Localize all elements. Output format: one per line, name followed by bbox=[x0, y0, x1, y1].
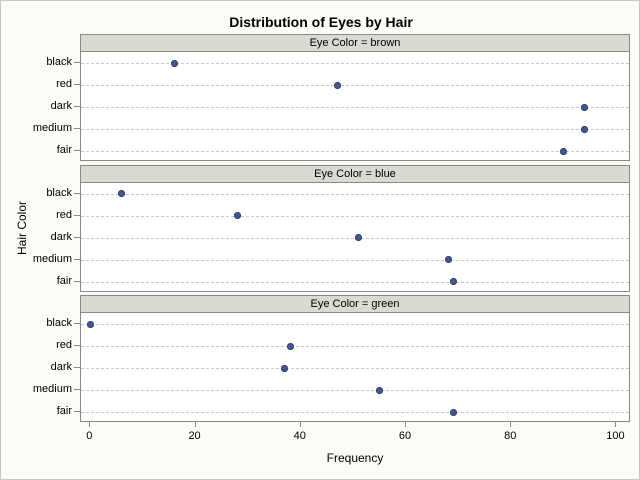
chart-title: Distribution of Eyes by Hair bbox=[229, 14, 413, 30]
data-point-green-fair bbox=[449, 408, 457, 416]
y-tick-label-blue-black: black bbox=[46, 186, 72, 199]
gridline bbox=[81, 346, 629, 347]
y-tick-label-green-red: red bbox=[56, 339, 72, 351]
x-tick-label-100: 100 bbox=[606, 430, 625, 442]
y-tick-label-blue-red: red bbox=[56, 208, 72, 221]
gridline bbox=[81, 193, 629, 195]
x-tick-label-20: 20 bbox=[188, 430, 201, 442]
y-tick-label-green-dark: dark bbox=[50, 361, 72, 373]
gridline bbox=[81, 368, 629, 369]
data-point-green-red bbox=[286, 342, 294, 350]
y-tick-label-brown-black: black bbox=[46, 56, 72, 68]
y-tick-brown-dark bbox=[74, 106, 80, 107]
panel-plot-brown bbox=[80, 51, 630, 161]
gridline bbox=[81, 390, 629, 391]
data-point-green-dark bbox=[281, 364, 289, 372]
gridline bbox=[81, 151, 629, 152]
x-tick-100 bbox=[615, 422, 617, 427]
data-point-brown-fair bbox=[560, 147, 568, 155]
gridline bbox=[81, 281, 629, 283]
y-tick-brown-medium bbox=[74, 128, 80, 129]
y-tick-label-green-medium: medium bbox=[32, 383, 72, 395]
y-tick-brown-red bbox=[74, 84, 80, 85]
data-point-blue-fair bbox=[449, 278, 457, 285]
gridline bbox=[81, 129, 629, 130]
gridline bbox=[81, 237, 629, 239]
y-tick-green-medium bbox=[74, 389, 80, 390]
data-point-brown-red bbox=[334, 81, 342, 89]
data-point-brown-black bbox=[171, 59, 179, 67]
y-tick-label-blue-fair: fair bbox=[56, 274, 72, 287]
gridline bbox=[81, 215, 629, 217]
data-point-brown-medium bbox=[581, 125, 589, 133]
gridline bbox=[81, 259, 629, 261]
y-tick-blue-medium bbox=[74, 258, 80, 260]
x-tick-0 bbox=[89, 422, 91, 427]
data-point-green-medium bbox=[376, 386, 384, 394]
panel-plot-blue bbox=[80, 181, 630, 292]
data-point-green-black bbox=[86, 320, 94, 328]
y-tick-green-black bbox=[74, 323, 80, 324]
data-point-blue-black bbox=[118, 190, 126, 197]
x-tick-60 bbox=[404, 422, 406, 427]
gridline bbox=[81, 412, 629, 413]
data-point-blue-medium bbox=[444, 256, 452, 263]
x-tick-20 bbox=[194, 422, 196, 427]
panel-plot-green bbox=[80, 312, 630, 422]
data-point-brown-dark bbox=[581, 103, 589, 111]
y-tick-label-brown-fair: fair bbox=[56, 144, 72, 156]
y-tick-label-green-black: black bbox=[46, 317, 72, 329]
y-tick-green-fair bbox=[74, 411, 80, 412]
y-tick-label-brown-red: red bbox=[56, 78, 72, 90]
x-tick-label-60: 60 bbox=[398, 430, 412, 442]
y-tick-label-blue-medium: medium bbox=[32, 252, 72, 265]
gridline bbox=[81, 63, 629, 64]
y-tick-brown-fair bbox=[74, 150, 80, 151]
y-tick-brown-black bbox=[74, 62, 80, 63]
x-tick-label-80: 80 bbox=[504, 430, 517, 442]
y-tick-label-blue-dark: dark bbox=[50, 230, 72, 243]
y-tick-label-brown-medium: medium bbox=[32, 122, 72, 134]
y-tick-blue-black bbox=[74, 192, 80, 194]
x-tick-40 bbox=[299, 422, 301, 427]
gridline bbox=[81, 324, 629, 325]
x-tick-label-40: 40 bbox=[293, 430, 306, 442]
y-tick-blue-dark bbox=[74, 236, 80, 238]
y-tick-label-green-fair: fair bbox=[56, 405, 72, 417]
x-axis-title: Frequency bbox=[326, 451, 384, 465]
gridline bbox=[81, 107, 629, 108]
panel-header-brown: Eye Color = brown bbox=[80, 34, 630, 51]
x-tick-80 bbox=[510, 422, 512, 427]
data-point-blue-red bbox=[234, 212, 242, 219]
y-tick-blue-red bbox=[74, 214, 80, 216]
y-tick-green-dark bbox=[74, 367, 80, 368]
y-tick-blue-fair bbox=[74, 280, 80, 282]
data-point-blue-dark bbox=[355, 234, 363, 241]
gridline bbox=[81, 85, 629, 86]
panel-header-blue: Eye Color = blue bbox=[80, 164, 630, 182]
x-tick-label-0: 0 bbox=[86, 430, 93, 442]
y-tick-green-red bbox=[74, 345, 80, 346]
panel-header-green: Eye Color = green bbox=[80, 295, 630, 312]
y-tick-label-brown-dark: dark bbox=[50, 100, 72, 112]
